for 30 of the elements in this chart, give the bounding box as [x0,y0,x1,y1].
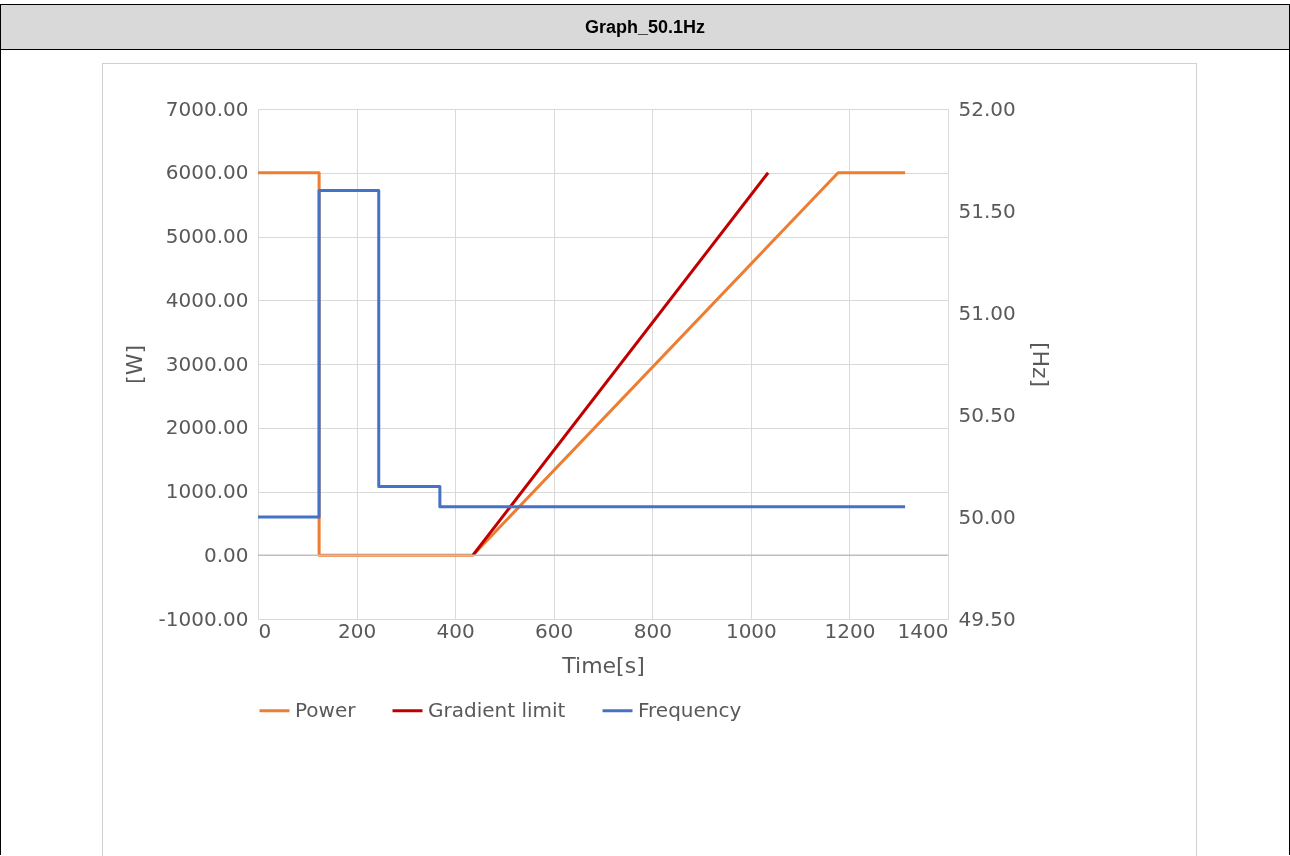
x-tick-label: 1400 [897,618,949,643]
y2-tick-label: 50.00 [958,504,1016,529]
x-tick-label: 400 [436,618,475,643]
y-tick-label: 2000.00 [165,415,249,440]
y-tick-label: 6000.00 [165,160,249,185]
y2-tick-label: 49.50 [958,606,1016,631]
x-tick-label: 600 [535,618,574,643]
y2-axis-title: [Hz] [1027,341,1053,388]
x-axis-title: Time[s] [561,652,645,678]
y-tick-label: 7000.00 [165,96,249,121]
y-tick-label: -1000.00 [158,606,249,631]
legend-label: Frequency [638,697,742,722]
y2-tick-label: 50.50 [958,402,1016,427]
legend-label: Gradient limit [428,697,566,722]
y2-tick-label: 52.00 [958,96,1016,121]
y2-tick-label: 51.00 [958,300,1016,325]
chart-title: Graph_50.1Hz [1,5,1289,50]
y-tick-label: 0.00 [203,542,249,567]
y2-tick-label: 51.50 [958,198,1016,223]
x-tick-label: 800 [633,618,672,643]
x-tick-label: 1200 [824,618,876,643]
y-tick-label: 4000.00 [165,287,249,312]
y-tick-label: 1000.00 [165,479,249,503]
y-tick-label: 5000.00 [165,224,249,248]
legend-label: Power [295,697,357,722]
y-tick-label: 3000.00 [165,351,249,376]
x-tick-label: 0 [258,618,272,643]
y-axis-title: [W] [121,345,147,384]
x-tick-label: 1000 [725,618,777,643]
x-tick-label: 200 [337,618,377,643]
